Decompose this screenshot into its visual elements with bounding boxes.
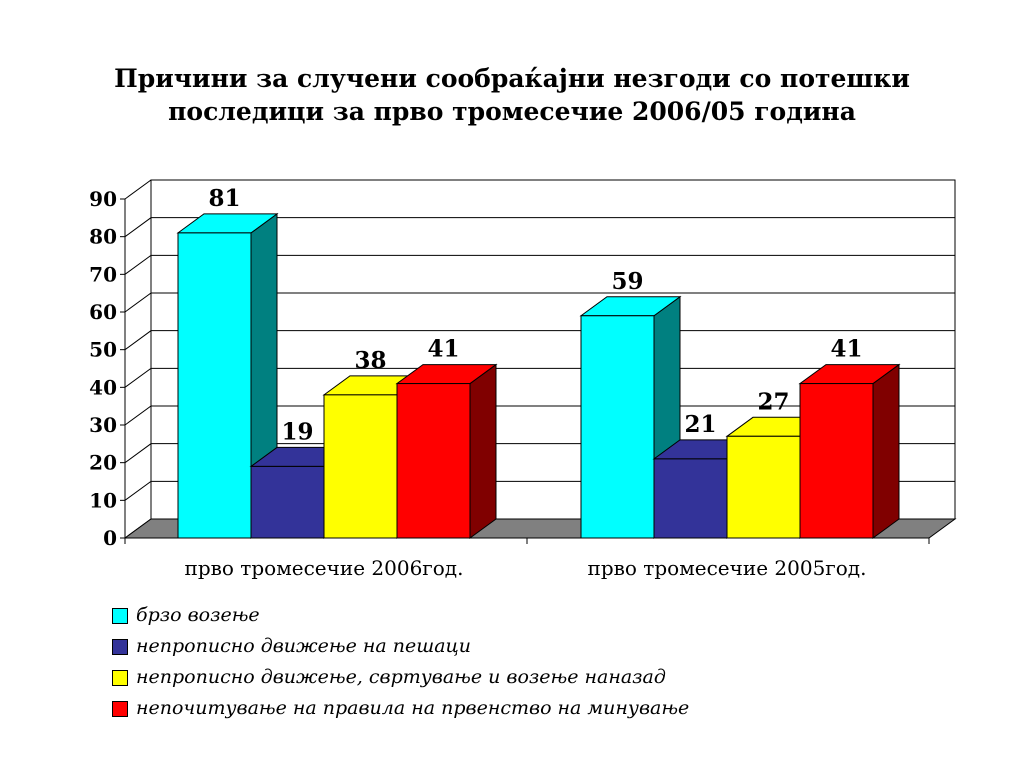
- bar: [653, 458, 728, 539]
- legend-label: непрописно движење, свртување и возење н…: [136, 666, 666, 688]
- data-label: 41: [427, 336, 459, 363]
- x-tick-label: прво тромесечие 2005год.: [588, 556, 867, 580]
- data-label: 59: [611, 268, 643, 295]
- bar: [396, 383, 471, 539]
- y-tick-label: 30: [89, 413, 117, 437]
- gridline: [124, 367, 955, 388]
- legend-item: брзо возење: [112, 600, 689, 631]
- y-tick-label: 0: [103, 526, 117, 550]
- y-tick-label: 90: [89, 187, 117, 211]
- legend-label: брзо возење: [136, 604, 260, 626]
- data-label: 38: [354, 347, 386, 374]
- y-tick-label: 60: [89, 300, 117, 324]
- bar-side: [469, 363, 497, 539]
- legend: брзо возење непрописно движење на пешаци…: [112, 600, 689, 724]
- data-label: 19: [281, 418, 313, 445]
- gridline: [124, 292, 955, 313]
- legend-label: непрописно движење на пешаци: [136, 635, 472, 657]
- y-tick-label: 40: [89, 375, 117, 399]
- bar-chart: 0 10 20 30 40 50 60 70 80 90 81 19 38 41 прво тромесеч…: [89, 179, 957, 580]
- bar-side: [872, 363, 900, 539]
- chart-title: Причини за случени сообраќајни незгоди с…: [0, 62, 1024, 128]
- data-label: 27: [757, 388, 789, 415]
- x-tick-label: прво тромесечие 2006год.: [185, 556, 464, 580]
- legend-swatch: [112, 669, 128, 686]
- chart-title-line2: последици за прво тромесечие 2006/05 год…: [168, 97, 856, 126]
- legend-swatch: [112, 607, 128, 624]
- legend-item: непрописно движење на пешаци: [112, 631, 689, 662]
- bar: [250, 465, 325, 539]
- bar: [580, 315, 655, 539]
- legend-item: непочитување на правила на првенство на …: [112, 693, 689, 724]
- data-label: 41: [830, 336, 862, 363]
- data-label: 81: [208, 185, 240, 212]
- y-tick-label: 10: [89, 488, 117, 512]
- y-tick-label: 50: [89, 338, 117, 362]
- y-tick-label: 80: [89, 225, 117, 249]
- gridline: [124, 405, 955, 426]
- legend-swatch: [112, 700, 128, 717]
- chart-title-line1: Причини за случени сообраќајни незгоди с…: [114, 64, 910, 93]
- gridline: [124, 254, 955, 275]
- bar: [799, 383, 874, 539]
- legend-item: непрописно движење, свртување и возење н…: [112, 662, 689, 693]
- gridline: [124, 179, 955, 200]
- gridline: [124, 330, 955, 351]
- bar: [323, 394, 398, 539]
- y-tick-label: 70: [89, 262, 117, 286]
- gridline: [124, 217, 955, 238]
- legend-label: непочитување на правила на првенство на …: [136, 697, 690, 719]
- bar: [177, 232, 252, 539]
- bar: [726, 435, 801, 539]
- legend-swatch: [112, 638, 128, 655]
- y-tick-label: 20: [89, 451, 117, 475]
- data-label: 21: [684, 411, 716, 438]
